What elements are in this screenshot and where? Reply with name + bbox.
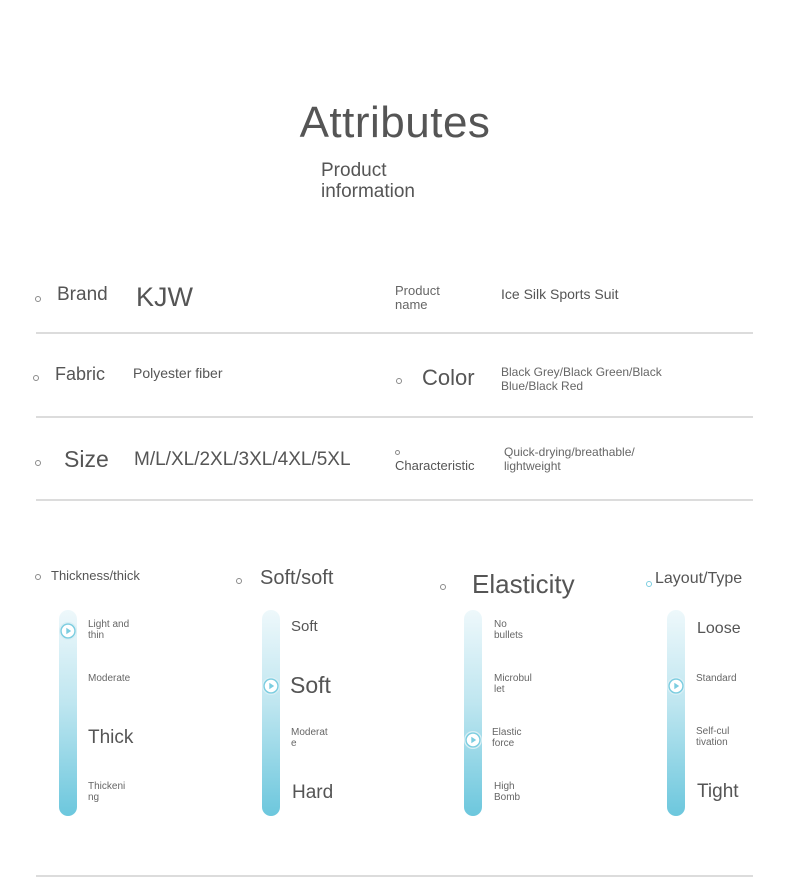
scale-title: Soft/soft: [260, 567, 334, 589]
bullet-icon: [35, 296, 41, 302]
scale-level: Hard: [292, 782, 334, 803]
play-icon: [465, 732, 481, 748]
play-icon: [60, 623, 76, 639]
scale-title: Layout/Type: [655, 570, 743, 587]
scale-level: Tight: [697, 781, 739, 802]
scale-level: Microbul let: [494, 673, 532, 695]
selected-knob[interactable]: [263, 678, 279, 694]
play-icon: [668, 678, 684, 694]
bullet-icon: [35, 460, 41, 466]
characteristic-label: Characteristic: [395, 458, 475, 473]
scale-level: Loose: [697, 620, 741, 637]
size-label: Size: [64, 446, 109, 472]
scale-level: Soft: [290, 672, 331, 698]
page-subtitle: Product information: [321, 160, 461, 202]
page-subtitle-text: Product information: [321, 160, 415, 202]
bullet-icon: [33, 375, 39, 381]
bullet-icon: [646, 581, 652, 587]
size-value: M/L/XL/2XL/3XL/4XL/5XL: [134, 449, 351, 470]
row-divider: [36, 416, 753, 418]
scale-title: Thickness/thick: [51, 568, 140, 583]
row-divider: [36, 332, 753, 334]
bullet-icon: [35, 574, 41, 580]
row-divider: [36, 499, 753, 501]
scale-level: High Bomb: [494, 781, 521, 803]
scale-level: Standard: [696, 673, 737, 684]
bullet-icon: [395, 450, 400, 455]
scale-track: [667, 610, 685, 816]
selected-knob[interactable]: [60, 623, 76, 639]
page-title: Attributes: [299, 98, 491, 147]
bullet-icon: [396, 378, 402, 384]
bullet-icon: [236, 578, 242, 584]
scale-level: No bullets: [494, 619, 523, 641]
scale-track: [464, 610, 482, 816]
scale-level: Moderate: [88, 673, 131, 684]
scale-track: [59, 610, 77, 816]
selected-knob[interactable]: [668, 678, 684, 694]
scale-level: Light and thin: [88, 619, 130, 641]
product-name-value: Ice Silk Sports Suit: [501, 286, 619, 302]
play-icon: [263, 678, 279, 694]
color-value: Black Grey/Black Green/Black Blue/Black …: [501, 365, 662, 393]
scale-level: Self-cul tivation: [696, 726, 730, 748]
selected-knob[interactable]: [465, 732, 481, 748]
characteristic-value: Quick-drying/breathable/ lightweight: [504, 445, 635, 473]
scale-track: [262, 610, 280, 816]
scale-level: Soft: [291, 618, 318, 635]
fabric-value: Polyester fiber: [133, 365, 223, 381]
scale-title: Elasticity: [472, 569, 575, 599]
scale-level: Moderat e: [291, 727, 328, 749]
scale-level: Thickeni ng: [88, 781, 126, 803]
color-label: Color: [422, 365, 475, 390]
product-name-label: Product name: [395, 283, 440, 312]
brand-label: Brand: [57, 284, 108, 305]
scale-level: Thick: [88, 727, 134, 748]
bottom-divider: [36, 875, 753, 877]
bullet-icon: [440, 584, 446, 590]
fabric-label: Fabric: [55, 364, 106, 384]
brand-value: KJW: [136, 282, 193, 312]
scale-level: Elastic force: [492, 727, 522, 749]
